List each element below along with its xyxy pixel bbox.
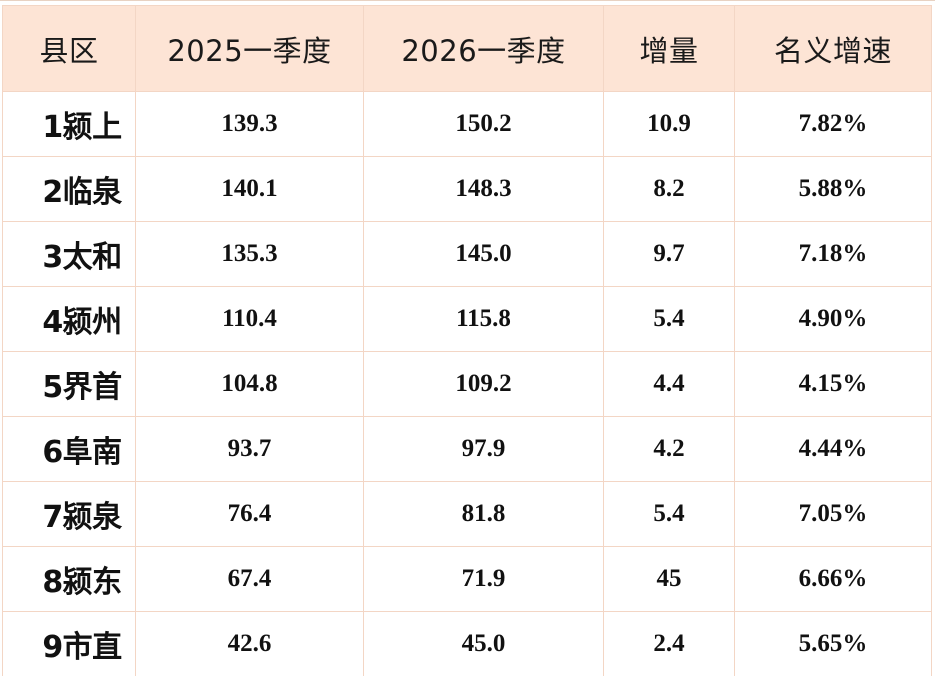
header-growth-rate: 名义增速	[735, 6, 932, 92]
cell-q1-2026: 148.3	[364, 157, 604, 222]
cell-increase: 8.2	[604, 157, 735, 222]
cell-increase: 2.4	[604, 612, 735, 676]
cell-county: 5界首	[3, 352, 136, 417]
table-row: 6阜南 93.7 97.9 4.2 4.44%	[3, 417, 932, 482]
cell-increase: 9.7	[604, 222, 735, 287]
cell-increase: 5.4	[604, 482, 735, 547]
cell-growth: 6.66%	[735, 547, 932, 612]
cell-increase: 10.9	[604, 92, 735, 157]
cell-growth: 4.15%	[735, 352, 932, 417]
cell-county: 7颍泉	[3, 482, 136, 547]
cell-q1-2025: 135.3	[136, 222, 364, 287]
table-row: 7颍泉 76.4 81.8 5.4 7.05%	[3, 482, 932, 547]
cell-q1-2026: 97.9	[364, 417, 604, 482]
table-row: 9市直 42.6 45.0 2.4 5.65%	[3, 612, 932, 676]
table-header-row: 县区 2025一季度 2026一季度 增量 名义增速	[3, 6, 932, 92]
cell-q1-2025: 140.1	[136, 157, 364, 222]
cell-increase: 5.4	[604, 287, 735, 352]
cell-increase: 4.4	[604, 352, 735, 417]
cell-q1-2026: 115.8	[364, 287, 604, 352]
cell-growth: 7.18%	[735, 222, 932, 287]
cell-q1-2026: 71.9	[364, 547, 604, 612]
cell-q1-2026: 109.2	[364, 352, 604, 417]
cell-q1-2026: 150.2	[364, 92, 604, 157]
cell-q1-2026: 81.8	[364, 482, 604, 547]
cell-q1-2025: 67.4	[136, 547, 364, 612]
cell-county: 3太和	[3, 222, 136, 287]
cell-county: 4颍州	[3, 287, 136, 352]
cell-county: 8颍东	[3, 547, 136, 612]
cell-growth: 5.88%	[735, 157, 932, 222]
cell-county: 2临泉	[3, 157, 136, 222]
cell-q1-2025: 104.8	[136, 352, 364, 417]
cell-growth: 7.05%	[735, 482, 932, 547]
cell-county: 1颍上	[3, 92, 136, 157]
cell-q1-2025: 93.7	[136, 417, 364, 482]
cell-q1-2025: 110.4	[136, 287, 364, 352]
table-row: 4颍州 110.4 115.8 5.4 4.90%	[3, 287, 932, 352]
cell-county: 6阜南	[3, 417, 136, 482]
cell-increase: 45	[604, 547, 735, 612]
table-row: 2临泉 140.1 148.3 8.2 5.88%	[3, 157, 932, 222]
cell-q1-2025: 139.3	[136, 92, 364, 157]
table-row: 8颍东 67.4 71.9 45 6.66%	[3, 547, 932, 612]
cell-county: 9市直	[3, 612, 136, 676]
header-q1-2025: 2025一季度	[136, 6, 364, 92]
cell-q1-2025: 76.4	[136, 482, 364, 547]
cell-q1-2025: 42.6	[136, 612, 364, 676]
table-row: 5界首 104.8 109.2 4.4 4.15%	[3, 352, 932, 417]
cell-q1-2026: 45.0	[364, 612, 604, 676]
header-increase: 增量	[604, 6, 735, 92]
cell-growth: 5.65%	[735, 612, 932, 676]
cell-growth: 7.82%	[735, 92, 932, 157]
table-row: 1颍上 139.3 150.2 10.9 7.82%	[3, 92, 932, 157]
county-gdp-table: 县区 2025一季度 2026一季度 增量 名义增速 1颍上 139.3 150…	[2, 5, 932, 676]
cell-increase: 4.2	[604, 417, 735, 482]
header-q1-2026: 2026一季度	[364, 6, 604, 92]
table-row: 3太和 135.3 145.0 9.7 7.18%	[3, 222, 932, 287]
cell-growth: 4.90%	[735, 287, 932, 352]
cell-q1-2026: 145.0	[364, 222, 604, 287]
cell-growth: 4.44%	[735, 417, 932, 482]
header-county: 县区	[3, 6, 136, 92]
